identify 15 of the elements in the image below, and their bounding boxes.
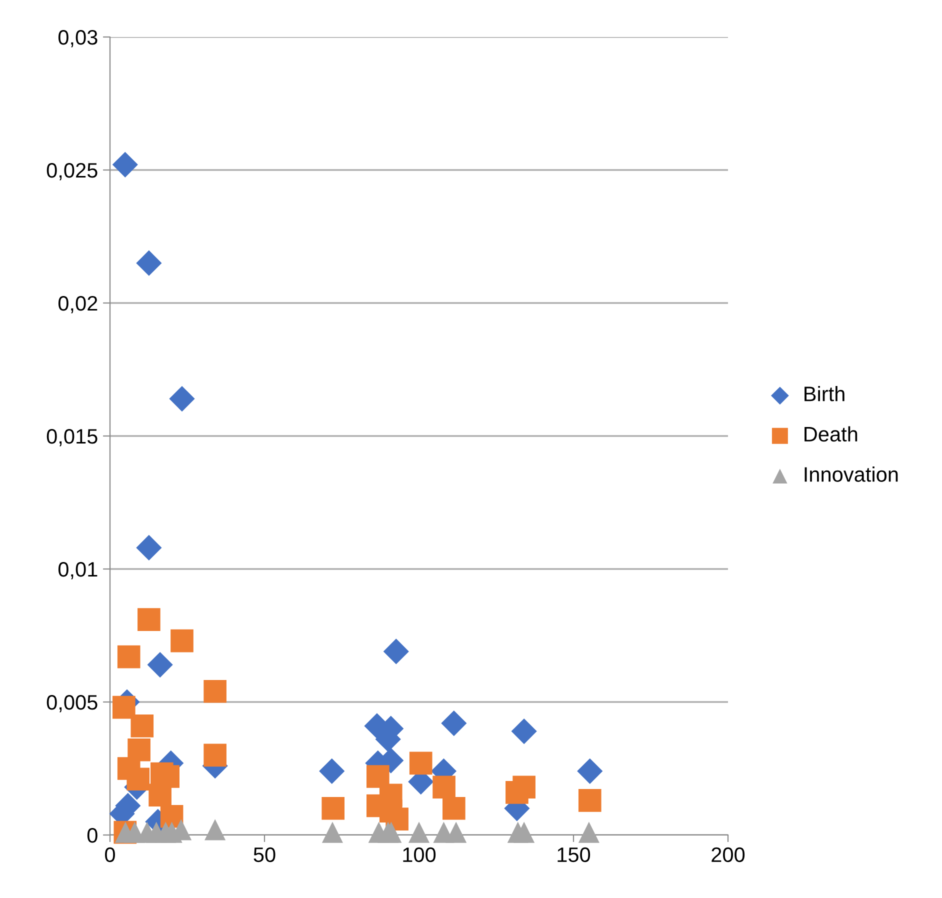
- legend-label: Innovation: [804, 466, 898, 482]
- y-tick-label: 0,02: [58, 296, 98, 314]
- y-tick-label: 0,025: [46, 163, 98, 180]
- legend-label: Death: [804, 426, 858, 442]
- y-tick-label: 0,01: [58, 562, 98, 580]
- legend-label: Birth: [804, 386, 844, 402]
- y-tick-label: 0: [87, 828, 98, 843]
- y-tick-label: 0,005: [46, 695, 98, 712]
- x-tick-label: 100: [403, 847, 436, 862]
- y-tick-label: 0,015: [46, 429, 98, 446]
- x-tick-label: 0: [105, 847, 115, 862]
- x-tick-label: 150: [558, 847, 590, 862]
- y-tick-label: 0,03: [58, 30, 98, 48]
- x-tick-label: 50: [254, 847, 276, 862]
- x-tick-label: 200: [712, 847, 745, 862]
